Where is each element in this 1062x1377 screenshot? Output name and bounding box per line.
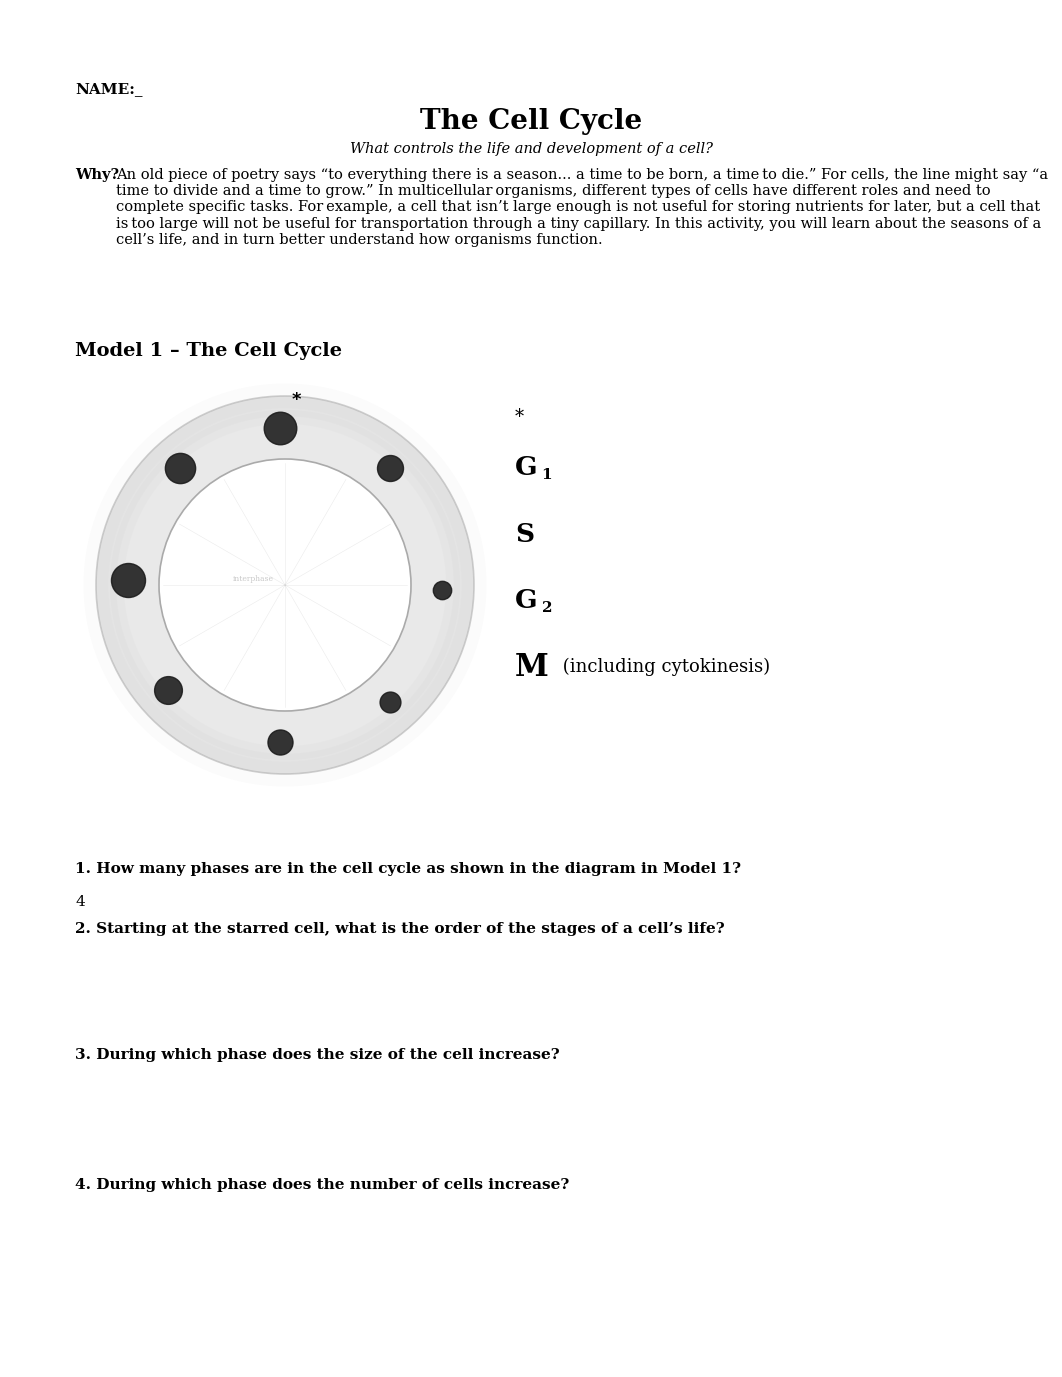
Text: The Cell Cycle: The Cell Cycle — [419, 107, 643, 135]
Circle shape — [159, 459, 411, 711]
Text: 3. During which phase does the size of the cell increase?: 3. During which phase does the size of t… — [75, 1048, 560, 1062]
Text: Why?: Why? — [75, 168, 119, 182]
Text: 2. Starting at the starred cell, what is the order of the stages of a cell’s lif: 2. Starting at the starred cell, what is… — [75, 923, 724, 936]
Text: Model 1 – The Cell Cycle: Model 1 – The Cell Cycle — [75, 341, 342, 359]
Text: *: * — [515, 408, 525, 425]
Text: 4: 4 — [75, 895, 85, 909]
Point — [382, 691, 399, 713]
Text: M: M — [515, 651, 549, 683]
Text: 4. During which phase does the number of cells increase?: 4. During which phase does the number of… — [75, 1177, 569, 1192]
Circle shape — [96, 397, 474, 774]
Text: An old piece of poetry says “to everything there is a season... a time to be bor: An old piece of poetry says “to everythi… — [116, 168, 1048, 246]
Text: NAME:_: NAME:_ — [75, 83, 142, 96]
Text: (including cytokinesis): (including cytokinesis) — [556, 658, 770, 676]
Text: *: * — [292, 391, 301, 409]
Text: 1. How many phases are in the cell cycle as shown in the diagram in Model 1?: 1. How many phases are in the cell cycle… — [75, 862, 741, 876]
Text: What controls the life and development of a cell?: What controls the life and development o… — [349, 142, 713, 156]
Point — [271, 731, 288, 753]
Text: G: G — [515, 454, 537, 481]
Text: 1: 1 — [542, 468, 552, 482]
Point — [382, 457, 399, 479]
Point — [119, 569, 136, 591]
Point — [434, 580, 451, 602]
Point — [171, 457, 188, 479]
Text: interphase: interphase — [233, 574, 274, 582]
Text: S: S — [515, 522, 534, 547]
Text: 2: 2 — [542, 600, 552, 616]
Point — [271, 417, 288, 439]
Point — [159, 679, 176, 701]
Text: G: G — [515, 588, 537, 613]
